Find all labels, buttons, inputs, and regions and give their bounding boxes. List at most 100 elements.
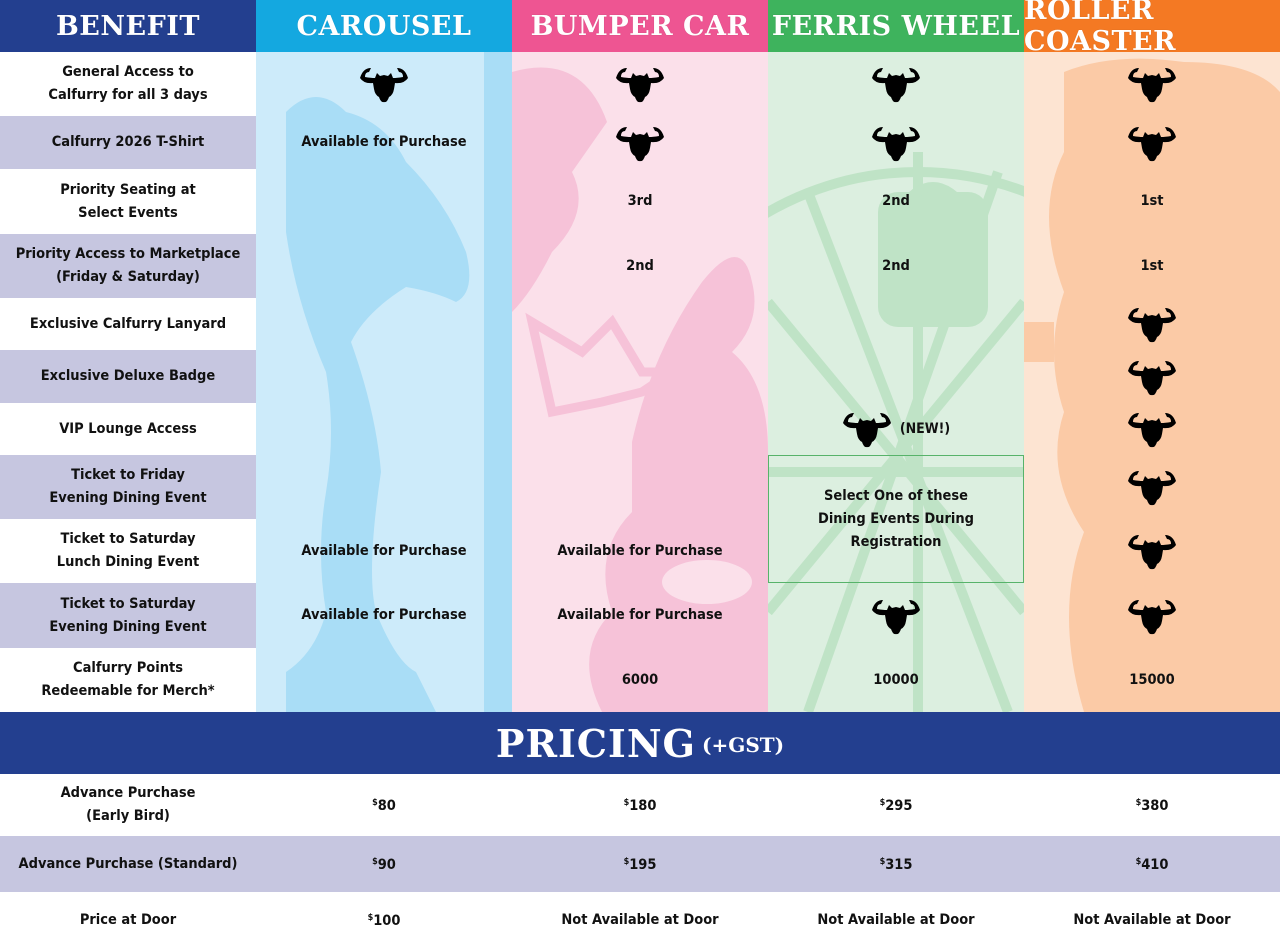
roller-coaster-marketplace: 1st (1140, 257, 1164, 274)
ferris-wheel-price: $295 (768, 774, 1024, 836)
bull-head-icon (1128, 68, 1176, 103)
header-tier-carousel: CAROUSEL (256, 0, 512, 52)
benefit-label-line: General Access to (62, 64, 194, 80)
benefit-label-line: Priority Seating at (60, 181, 196, 198)
bull-head-icon (616, 126, 664, 161)
dollar-sign: $ (623, 857, 630, 867)
price-row-early-bird: Advance Purchase (Early Bird) $80 $180 $2… (0, 774, 1280, 836)
ferris-wheel-priority-seating: 2nd (882, 193, 910, 209)
carousel-saturday-evening: Available for Purchase (301, 607, 467, 623)
benefit-label-line: Select Events (78, 204, 178, 221)
ferris-wheel-column-background (768, 52, 1024, 712)
roller-coaster-price: Not Available at Door (1073, 911, 1231, 928)
unicorn-silhouette-icon (286, 52, 512, 712)
benefit-label-line: Lunch Dining Event (56, 554, 200, 570)
price-label: Advance Purchase (Standard) (18, 855, 238, 872)
bumper-car-silhouette-icon (512, 67, 768, 712)
roller-coaster-price: $410 (1024, 836, 1280, 892)
price-value: 90 (377, 857, 396, 873)
dollar-sign: $ (623, 798, 630, 808)
benefit-label-line: (Friday & Saturday) (56, 269, 200, 285)
roller-coaster-priority-seating: 1st (1140, 193, 1164, 209)
benefit-label-line: Calfurry for all 3 days (48, 87, 208, 103)
benefit-label-line: Redeemable for Merch* (41, 683, 215, 699)
price-value: 100 (373, 913, 401, 929)
header-tier-bumper-car: BUMPER CAR (512, 0, 768, 52)
benefit-label-line: Priority Access to Marketplace (15, 246, 241, 262)
bull-head-icon (1128, 599, 1176, 634)
bull-head-icon (1128, 535, 1176, 570)
bull-head-icon (1128, 413, 1176, 448)
price-label-line: Advance Purchase (60, 785, 196, 801)
benefit-label-line: Evening Dining Event (49, 618, 207, 635)
bumper-car-price: Not Available at Door (561, 911, 719, 928)
benefit-label-general-access: General Access to Calfurry for all 3 days (0, 52, 256, 116)
carousel-saturday-lunch: Available for Purchase (301, 542, 467, 559)
benefit-label-line: Ticket to Friday (71, 467, 185, 483)
dining-note-line: Select One of these (823, 487, 968, 504)
ferris-wheel-silhouette-icon (768, 152, 1024, 712)
benefit-label-saturday-evening: Ticket to Saturday Evening Dining Event (0, 583, 256, 648)
benefit-label-line: Ticket to Saturday (60, 595, 196, 612)
ferris-wheel-saturday-evening (768, 583, 1024, 648)
price-label-line: (Early Bird) (86, 808, 170, 824)
carousel-price: $90 (256, 836, 512, 892)
bull-head-icon (872, 599, 920, 634)
pricing-title: PRICING (495, 720, 697, 766)
bull-head-icon (842, 413, 891, 448)
ferris-wheel-price: $315 (768, 836, 1024, 892)
price-value: 180 (629, 798, 657, 814)
dollar-sign: $ (879, 857, 886, 867)
bumper-car-points: 6000 (621, 671, 659, 688)
ferris-wheel-tshirt (768, 116, 1024, 169)
ferris-wheel-points: 10000 (873, 671, 919, 688)
price-value: 295 (885, 798, 913, 814)
roller-coaster-tshirt (1024, 116, 1280, 169)
roller-coaster-vip-lounge (1024, 403, 1280, 455)
dollar-sign: $ (367, 913, 374, 923)
carousel-tshirt: Available for Purchase (301, 134, 467, 150)
bumper-car-price: $180 (512, 774, 768, 836)
price-value: 380 (1141, 798, 1169, 814)
roller-coaster-price: $380 (1024, 774, 1280, 836)
carousel-price: $80 (256, 774, 512, 836)
bull-head-icon (1128, 126, 1176, 161)
dining-note-line: Dining Events During Registration (818, 510, 974, 550)
header-tier-ferris-wheel: FERRIS WHEEL (768, 0, 1024, 52)
carousel-general-access (256, 52, 512, 116)
dollar-sign: $ (372, 798, 378, 808)
benefit-label-priority-seating: Priority Seating at Select Events (0, 169, 256, 234)
benefit-label-deluxe-badge: Exclusive Deluxe Badge (0, 350, 256, 403)
roller-coaster-deluxe-badge (1024, 350, 1280, 403)
bumper-car-priority-seating: 3rd (627, 193, 653, 209)
dollar-sign: $ (879, 798, 886, 808)
benefit-label-vip-lounge: VIP Lounge Access (0, 403, 256, 455)
price-value: 195 (629, 857, 657, 873)
dollar-sign: $ (1135, 798, 1142, 808)
bull-head-icon (1128, 471, 1176, 506)
dollar-sign: $ (1135, 857, 1142, 867)
price-value: 315 (885, 857, 913, 873)
ferris-wheel-marketplace: 2nd (882, 257, 910, 274)
header-tier-roller-coaster: ROLLER COASTER (1024, 0, 1280, 57)
pricing-subtitle: (+GST) (702, 733, 785, 757)
roller-coaster-saturday-evening (1024, 583, 1280, 648)
benefit-label-friday-dining: Ticket to Friday Evening Dining Event (0, 455, 256, 519)
bumper-car-general-access (512, 52, 768, 116)
roller-coaster-points: 15000 (1129, 671, 1175, 688)
benefit-label-saturday-lunch: Ticket to Saturday Lunch Dining Event (0, 519, 256, 583)
benefit-label-lanyard: Exclusive Calfurry Lanyard (0, 298, 256, 350)
bumper-car-saturday-evening: Available for Purchase (557, 607, 723, 623)
dollar-sign: $ (372, 857, 378, 867)
benefit-label-marketplace: Priority Access to Marketplace (Friday & … (0, 234, 256, 298)
roller-coaster-lanyard (1024, 298, 1280, 350)
ferris-wheel-price: Not Available at Door (817, 911, 975, 928)
bumper-car-saturday-lunch: Available for Purchase (557, 542, 723, 559)
price-label: Price at Door (79, 911, 177, 928)
bumper-car-marketplace: 2nd (626, 257, 654, 274)
roller-coaster-saturday-lunch (1024, 519, 1280, 583)
benefit-label-tshirt: Calfurry 2026 T-Shirt (0, 116, 256, 169)
bull-head-icon (1128, 308, 1176, 343)
pricing-banner: PRICING (+GST) (0, 712, 1280, 774)
